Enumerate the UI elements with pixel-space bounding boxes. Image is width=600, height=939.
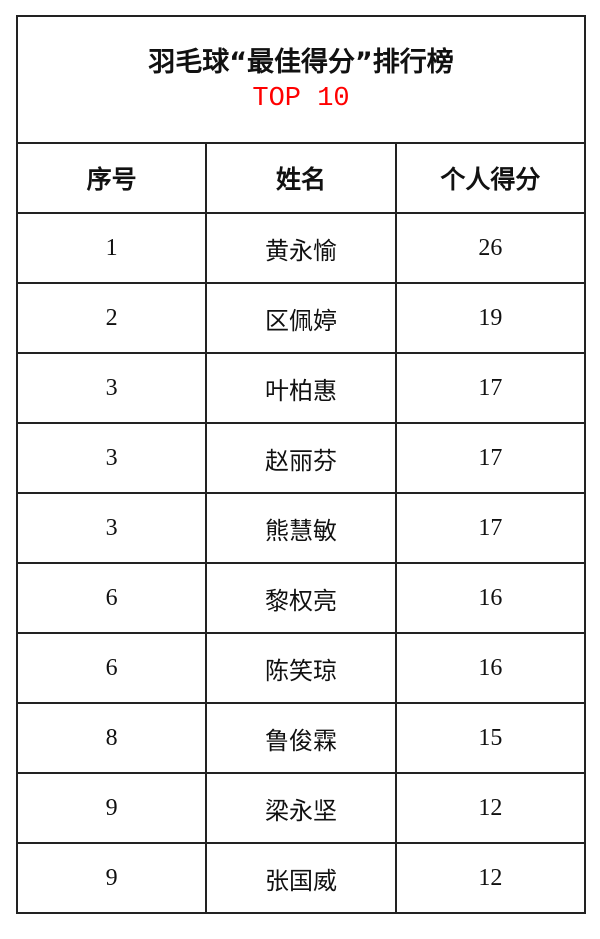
table-row: 8 鲁俊霖 15 — [15, 702, 587, 774]
name-cell: 黎权亮 — [205, 562, 397, 634]
name-cell: 赵丽芬 — [205, 422, 397, 494]
header-row: 序号 姓名 个人得分 — [15, 142, 587, 214]
name-cell: 梁永坚 — [205, 772, 397, 844]
name-cell: 区佩婷 — [205, 282, 397, 354]
score-cell: 12 — [394, 842, 587, 914]
rank-cell: 3 — [15, 352, 208, 424]
table-title: 羽毛球“最佳得分”排行榜 — [148, 46, 454, 78]
name-cell: 黄永愉 — [205, 212, 397, 284]
table-row: 9 张国威 12 — [15, 842, 587, 914]
score-cell: 17 — [394, 492, 587, 564]
table-row: 6 陈笑琼 16 — [15, 632, 587, 704]
table-row: 2 区佩婷 19 — [15, 282, 587, 354]
score-cell: 16 — [394, 632, 587, 704]
name-cell: 叶柏惠 — [205, 352, 397, 424]
rank-cell: 1 — [15, 212, 208, 284]
table-row: 3 熊慧敏 17 — [15, 492, 587, 564]
score-cell: 12 — [394, 772, 587, 844]
table-row: 3 叶柏惠 17 — [15, 352, 587, 424]
score-cell: 19 — [394, 282, 587, 354]
name-cell: 鲁俊霖 — [205, 702, 397, 774]
rank-cell: 8 — [15, 702, 208, 774]
title-row: 羽毛球“最佳得分”排行榜 TOP 10 — [16, 15, 586, 144]
rank-cell: 6 — [15, 632, 208, 704]
table-row: 3 赵丽芬 17 — [15, 422, 587, 494]
score-cell: 15 — [394, 702, 587, 774]
score-cell: 16 — [394, 562, 587, 634]
score-cell: 26 — [394, 212, 587, 284]
rank-cell: 6 — [15, 562, 208, 634]
name-cell: 张国威 — [205, 842, 397, 914]
table-row: 9 梁永坚 12 — [15, 772, 587, 844]
header-name: 姓名 — [205, 142, 397, 214]
rank-cell: 3 — [15, 422, 208, 494]
ranking-table: 羽毛球“最佳得分”排行榜 TOP 10 序号 姓名 个人得分 1 黄永愉 26 2 区佩… — [15, 15, 587, 914]
rank-cell: 9 — [15, 772, 208, 844]
name-cell: 熊慧敏 — [205, 492, 397, 564]
table-row: 6 黎权亮 16 — [15, 562, 587, 634]
rank-cell: 2 — [15, 282, 208, 354]
score-cell: 17 — [394, 352, 587, 424]
rank-cell: 9 — [15, 842, 208, 914]
score-cell: 17 — [394, 422, 587, 494]
title-cell: 羽毛球“最佳得分”排行榜 TOP 10 — [16, 15, 586, 144]
table-subtitle: TOP 10 — [252, 83, 350, 114]
table-row: 1 黄永愉 26 — [15, 212, 587, 284]
header-rank: 序号 — [15, 142, 208, 214]
header-score: 个人得分 — [394, 142, 587, 214]
rank-cell: 3 — [15, 492, 208, 564]
name-cell: 陈笑琼 — [205, 632, 397, 704]
